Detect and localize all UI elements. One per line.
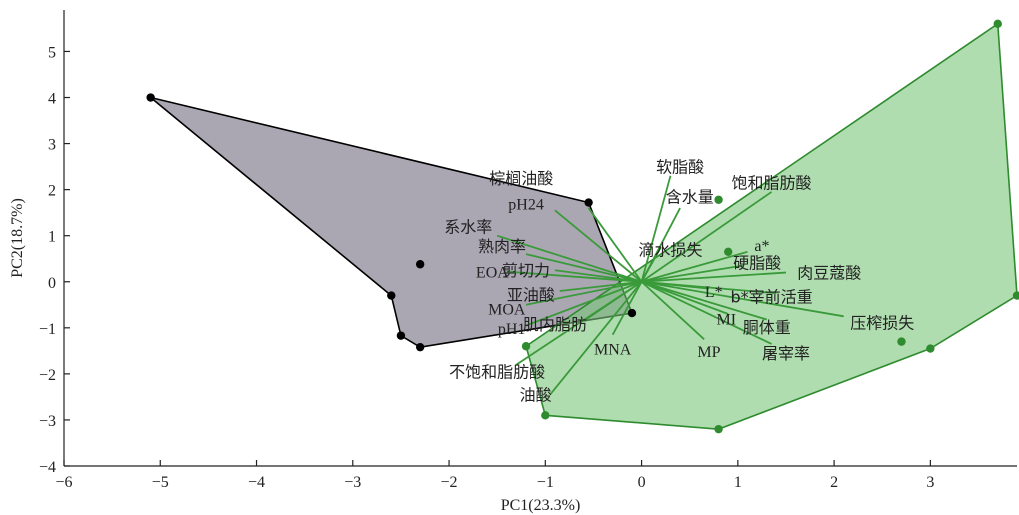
loading-vector xyxy=(506,270,642,283)
loading-label: 肉豆蔻酸 xyxy=(797,264,861,283)
loading-vector xyxy=(641,271,787,283)
loading-label: L* xyxy=(705,284,723,301)
loading-label: 硬脂酸 xyxy=(733,253,781,272)
x-tick-label: −1 xyxy=(537,474,554,491)
group-2-point xyxy=(521,342,531,351)
loading-label: 熟肉率 xyxy=(478,237,526,256)
loading-label: 滴水损失 xyxy=(638,241,702,260)
group-hulls xyxy=(150,22,1018,430)
loading-vector xyxy=(587,207,643,283)
y-tick-label: 4 xyxy=(48,91,56,108)
group-1-hull xyxy=(150,96,634,348)
loading-vector xyxy=(641,280,777,295)
group-2-point xyxy=(714,424,723,434)
axes: −6 −5 −4 −3 −2 −1 0 1 2 3 −4 −3 −2 −1 0 1 2 3 4 5 xyxy=(39,10,1017,491)
x-tick-label: 3 xyxy=(926,474,934,491)
loading-vector xyxy=(559,280,642,292)
loading-label: 软脂酸 xyxy=(656,158,704,177)
loading-label: 亚油酸 xyxy=(507,286,555,305)
y-tick-label: −2 xyxy=(39,367,56,384)
group-1-point xyxy=(396,331,406,340)
group-2-point xyxy=(993,19,1002,29)
loading-vector xyxy=(525,253,642,283)
loading-vector xyxy=(641,280,772,345)
y-tick-label: 1 xyxy=(48,229,56,246)
y-tick-label: −3 xyxy=(39,413,56,430)
loading-vector xyxy=(549,281,643,396)
loading-label: pH24 xyxy=(508,196,544,213)
loading-vector xyxy=(641,191,773,283)
loading-label: MI xyxy=(717,312,737,329)
group-2-point xyxy=(714,195,723,204)
group-2-point xyxy=(926,344,935,353)
loading-label: MP xyxy=(697,344,720,361)
loading-label: 压榨损失 xyxy=(850,313,914,332)
y-tick-label: 3 xyxy=(48,137,56,154)
x-tick-label: 2 xyxy=(830,474,838,491)
loading-vector xyxy=(640,281,705,340)
loading-vector xyxy=(515,281,643,366)
loading-label: 系水率 xyxy=(444,217,492,236)
loading-label: 剪切力 xyxy=(502,261,550,280)
x-tick-label: 0 xyxy=(638,474,646,491)
loading-vector xyxy=(641,250,748,283)
group-1-point xyxy=(146,93,155,102)
loading-vector xyxy=(525,280,642,327)
loading-label: pH1 xyxy=(498,321,526,338)
x-tick-label: −6 xyxy=(55,474,72,491)
loading-vector xyxy=(611,281,643,336)
x-axis-title: PC1(23.3%) xyxy=(501,497,581,514)
x-tick-label: −5 xyxy=(152,474,169,491)
loading-vector xyxy=(641,280,729,315)
loading-label: MOA xyxy=(488,301,526,318)
loading-label: MNA xyxy=(594,342,632,359)
loading-label: 屠宰率 xyxy=(762,344,810,363)
loading-vector xyxy=(554,209,643,283)
group-2-point xyxy=(541,411,550,420)
loading-label: 肌内脂肪 xyxy=(523,315,587,334)
x-tick-label: −3 xyxy=(344,474,361,491)
loading-label: b*宰前活重 xyxy=(730,287,812,306)
group-2-point xyxy=(1012,291,1019,300)
group-1-point xyxy=(387,291,396,300)
loading-vector xyxy=(554,269,642,283)
y-tick-label: −4 xyxy=(39,459,56,476)
loading-label: 不饱和脂肪酸 xyxy=(449,363,545,382)
loading-label: 胴体重 xyxy=(743,318,791,337)
loading-label: 棕榈油酸 xyxy=(489,169,553,188)
loading-vector xyxy=(525,280,642,306)
group-1-point xyxy=(415,260,425,269)
y-axis-title: PC2(18.7%) xyxy=(9,198,26,278)
group-1-point xyxy=(415,342,425,352)
y-tick-label: 5 xyxy=(48,44,56,61)
loading-label: a* xyxy=(754,238,769,255)
loading-label: 饱和脂肪酸 xyxy=(732,174,812,193)
loading-vectors xyxy=(496,175,844,396)
y-tick-label: 0 xyxy=(48,275,56,292)
group-1-point xyxy=(627,308,637,318)
x-tick-label: 1 xyxy=(734,474,742,491)
loading-label: EOA xyxy=(476,265,509,282)
y-tick-label: 2 xyxy=(48,183,56,200)
x-tick-label: −4 xyxy=(248,474,265,491)
loading-vector xyxy=(641,280,767,321)
loading-vector xyxy=(641,264,743,283)
score-points xyxy=(146,19,1019,434)
loading-vector xyxy=(641,280,844,318)
loading-vector xyxy=(640,175,672,282)
loading-label: 油酸 xyxy=(520,386,552,405)
group-2-point xyxy=(897,337,906,346)
group-2-point xyxy=(724,247,733,257)
loading-label: 含水量 xyxy=(666,188,714,207)
group-2-hull xyxy=(525,22,1018,430)
loading-vector xyxy=(640,246,662,283)
y-tick-label: −1 xyxy=(39,321,56,338)
loading-vector xyxy=(496,234,642,283)
x-tick-label: −2 xyxy=(441,474,458,491)
group-1-point xyxy=(584,198,593,207)
